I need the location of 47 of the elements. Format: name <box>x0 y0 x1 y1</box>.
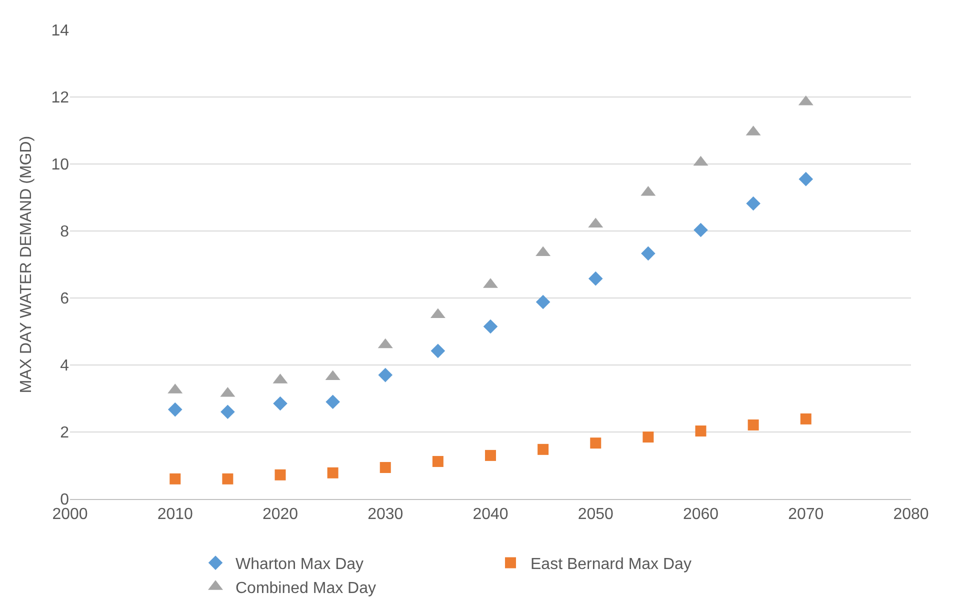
point <box>798 172 814 186</box>
point <box>590 438 602 449</box>
point <box>748 419 759 430</box>
point <box>432 456 444 467</box>
point <box>695 426 706 436</box>
point <box>536 294 550 310</box>
point <box>800 413 812 424</box>
y-tick-label: 12 <box>51 90 70 107</box>
point <box>485 450 496 461</box>
point <box>327 467 338 478</box>
x-tick-label: 2030 <box>368 506 404 524</box>
point <box>168 402 182 417</box>
point <box>642 432 654 443</box>
point <box>641 246 656 261</box>
point <box>538 444 549 455</box>
y-tick-label: 0 <box>60 492 70 509</box>
y-tick-label: 4 <box>60 358 70 375</box>
point <box>588 271 603 286</box>
x-tick-label: 2040 <box>472 506 508 524</box>
legend-label: Wharton Max Day <box>236 556 364 574</box>
point <box>430 344 446 358</box>
y-tick-label: 10 <box>51 156 70 174</box>
x-tick-label: 2010 <box>157 506 194 524</box>
point <box>694 222 708 238</box>
x-tick-label: 2060 <box>682 506 719 524</box>
y-tick-label: 14 <box>51 22 70 40</box>
point <box>483 319 498 334</box>
legend-label: East Bernard Max Day <box>530 556 692 574</box>
x-tick-label: 2080 <box>893 506 929 524</box>
y-tick-label: 6 <box>60 290 70 308</box>
x-tick-label: 2000 <box>52 506 88 524</box>
x-tick-label: 2050 <box>578 506 614 524</box>
x-tick-label: 2070 <box>788 506 824 524</box>
y-axis-title: MAX DAY WATER DEMAND (MGD) <box>18 136 36 394</box>
point <box>222 473 234 484</box>
point <box>746 196 760 211</box>
point <box>274 469 286 480</box>
y-tick-label: 2 <box>60 424 70 442</box>
y-tick-label: 8 <box>60 224 70 241</box>
point <box>326 394 340 409</box>
point <box>380 462 391 474</box>
legend-label: Combined Max Day <box>236 580 376 597</box>
point <box>378 368 393 382</box>
x-tick-label: 2020 <box>262 506 298 524</box>
point <box>170 473 181 484</box>
point <box>220 404 235 420</box>
point <box>273 396 288 411</box>
